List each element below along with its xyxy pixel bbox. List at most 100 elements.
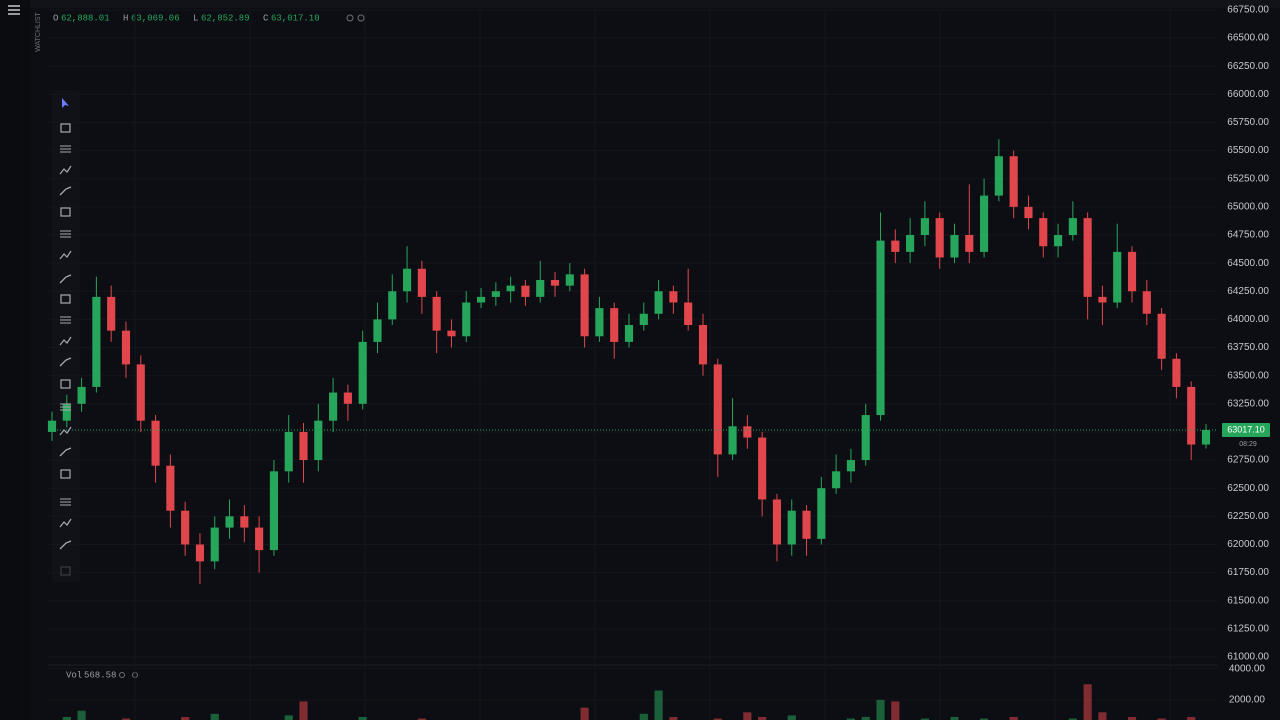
- volume-bar: [876, 699, 885, 720]
- candle-body: [610, 308, 619, 342]
- tool-button[interactable]: [59, 357, 72, 367]
- tool-button[interactable]: [60, 469, 71, 479]
- candle-body: [447, 330, 456, 337]
- tool-icon: [59, 357, 72, 367]
- ohlc-key: H: [123, 13, 128, 23]
- ohlc-value: 63,017.10: [271, 13, 320, 23]
- volume-bar: [284, 715, 293, 720]
- candle-body: [580, 274, 589, 337]
- tool-button[interactable]: [60, 498, 71, 506]
- tool-button[interactable]: [60, 403, 71, 411]
- candle-body: [62, 403, 71, 421]
- y-tick-label: 61750.00: [1227, 567, 1269, 578]
- candle-body: [876, 240, 885, 416]
- candle-body: [802, 510, 811, 539]
- volume-bar: [713, 718, 722, 720]
- plot-area: 61000.00 61250.00 61500.00 61750.00 62000.00…: [47, 5, 1270, 720]
- tool-button[interactable]: [60, 294, 71, 304]
- tool-button[interactable]: [59, 426, 72, 436]
- volume-bar: [980, 718, 989, 720]
- y-tick-label: 62250.00: [1227, 511, 1269, 522]
- y-tick-label: 63250.00: [1227, 398, 1269, 409]
- candle-body: [565, 274, 574, 286]
- tool-icon: [59, 250, 72, 260]
- volume-bar: [1098, 712, 1107, 720]
- tool-icon: [60, 145, 71, 153]
- tool-button[interactable]: [59, 165, 72, 175]
- candle-body: [166, 465, 175, 511]
- tool-icon: [59, 426, 72, 436]
- candle-body: [728, 426, 737, 455]
- tool-button[interactable]: [60, 566, 71, 576]
- candle-body: [1142, 291, 1151, 314]
- candle-body: [1098, 296, 1107, 303]
- candle-body: [462, 302, 471, 337]
- candle-body: [654, 291, 663, 314]
- candle-body: [684, 302, 693, 326]
- tool-icons: [59, 98, 72, 576]
- candle-body: [343, 392, 352, 404]
- tool-button[interactable]: [59, 518, 72, 528]
- ohlc-value: 63,069.06: [131, 13, 180, 23]
- candle-body: [373, 319, 382, 342]
- tool-button[interactable]: [59, 274, 72, 284]
- visibility-icon[interactable]: [346, 14, 354, 22]
- y-tick-label: 66750.00: [1227, 5, 1269, 16]
- tool-button[interactable]: [59, 250, 72, 260]
- candle-body: [980, 195, 989, 252]
- candle-body: [432, 296, 441, 331]
- watchlist-tab[interactable]: WATCHLIST: [35, 11, 42, 51]
- y-tick-label: 66000.00: [1227, 89, 1269, 100]
- tool-icon: [59, 447, 72, 457]
- volume-bar: [891, 701, 900, 720]
- menu-button[interactable]: [8, 5, 20, 15]
- settings-icon[interactable]: [357, 14, 365, 22]
- volume-bar: [787, 715, 796, 720]
- candle-body: [1113, 251, 1122, 303]
- tool-button[interactable]: [60, 230, 71, 238]
- tool-icon: [60, 566, 71, 576]
- y-tick-label: 61250.00: [1227, 624, 1269, 635]
- tool-button[interactable]: [59, 336, 72, 346]
- tool-icon: [59, 186, 72, 196]
- candle-body: [906, 234, 915, 252]
- candle-body: [240, 516, 249, 528]
- candle-body: [817, 488, 826, 539]
- tool-button[interactable]: [60, 207, 71, 217]
- y-tick-label: 65500.00: [1227, 145, 1269, 156]
- top-bar: [0, 0, 1280, 8]
- tool-icon: [59, 165, 72, 175]
- y-tick-label: 62000.00: [1227, 539, 1269, 550]
- tool-button[interactable]: [59, 447, 72, 457]
- volume-visibility-icon[interactable]: [119, 672, 125, 678]
- candle-body: [506, 285, 515, 292]
- candle-body: [329, 392, 338, 421]
- volume-bar: [1157, 718, 1166, 720]
- y-tick-label: 63500.00: [1227, 370, 1269, 381]
- y-tick-label: 66500.00: [1227, 33, 1269, 44]
- tool-button[interactable]: [60, 316, 71, 324]
- volume-bar: [669, 716, 678, 720]
- candle-body: [181, 510, 190, 545]
- tool-button[interactable]: [60, 145, 71, 153]
- tool-button[interactable]: [59, 540, 72, 550]
- y-tick-label: 64500.00: [1227, 258, 1269, 269]
- volume-bar: [358, 716, 367, 720]
- tool-button[interactable]: [59, 186, 72, 196]
- candle-body: [669, 291, 678, 303]
- tool-button[interactable]: [60, 379, 71, 389]
- candle-body: [1187, 386, 1196, 445]
- tool-icon: [60, 123, 71, 133]
- y-tick-label: 64250.00: [1227, 286, 1269, 297]
- tool-button[interactable]: [60, 123, 71, 133]
- tool-icon: [60, 294, 71, 304]
- tool-button[interactable]: [62, 98, 69, 108]
- last-price-label: 63017.10: [1227, 424, 1265, 434]
- volume-bar: [920, 718, 929, 720]
- tool-icon: [59, 274, 72, 284]
- left-rail: [0, 0, 30, 720]
- candle-body: [772, 499, 782, 545]
- volume-value: 568.58: [84, 670, 116, 680]
